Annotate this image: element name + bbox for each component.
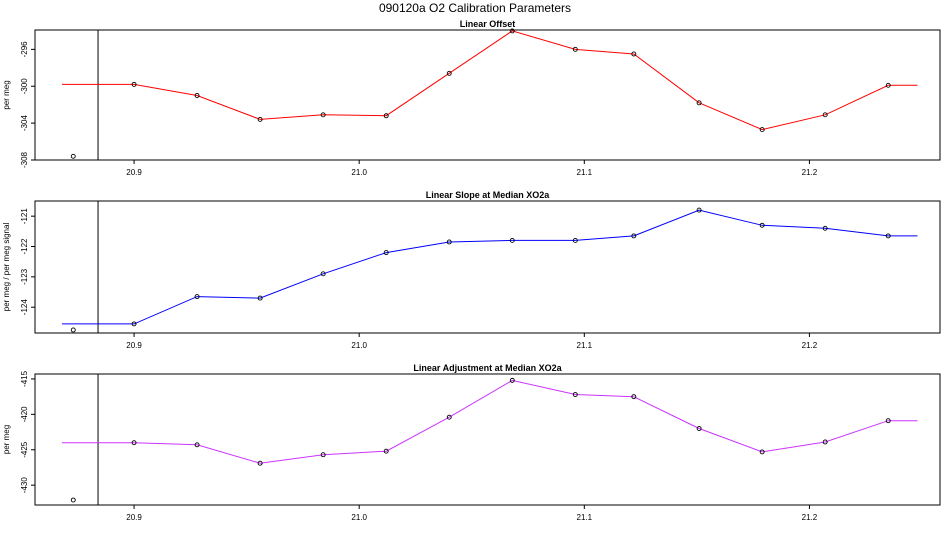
plot-frame bbox=[34, 200, 941, 334]
plot-frame bbox=[34, 29, 941, 161]
y-tick-label: -308 bbox=[20, 151, 29, 168]
data-point bbox=[320, 452, 326, 458]
data-point bbox=[631, 233, 637, 239]
data-point bbox=[509, 377, 515, 383]
data-point bbox=[572, 392, 578, 397]
plot-frame bbox=[34, 373, 941, 506]
x-tick-label: 20.9 bbox=[126, 513, 142, 522]
y-tick-label: -304 bbox=[20, 115, 29, 132]
data-point bbox=[383, 113, 389, 119]
y-tick-label: -415 bbox=[20, 370, 29, 387]
x-tick-label: 20.9 bbox=[126, 341, 142, 350]
y-axis-label: per meg bbox=[2, 425, 11, 454]
data-point bbox=[131, 440, 137, 446]
data-point bbox=[446, 239, 452, 245]
x-tick-label: 21.2 bbox=[802, 168, 818, 177]
data-point bbox=[194, 442, 200, 448]
data-point bbox=[759, 222, 765, 228]
data-point bbox=[631, 394, 637, 400]
data-point bbox=[885, 233, 891, 239]
y-axis-label: per meg bbox=[2, 80, 11, 109]
y-tick-label: -123 bbox=[20, 268, 29, 285]
data-point bbox=[446, 70, 452, 76]
y-tick-label: -300 bbox=[20, 78, 29, 95]
chart-panel-2: Linear Slope at Median XO2a per meg / per… bbox=[2, 190, 941, 350]
outlier-point bbox=[70, 497, 76, 503]
y-tick-label: -296 bbox=[20, 41, 29, 58]
data-point bbox=[759, 127, 765, 133]
outlier-point bbox=[70, 327, 76, 333]
data-point bbox=[759, 449, 765, 455]
panel-title: Linear Adjustment at Median XO2a bbox=[413, 363, 562, 373]
x-tick-label: 21.1 bbox=[577, 513, 593, 522]
y-tick-label: -121 bbox=[20, 208, 29, 225]
data-point bbox=[631, 51, 637, 57]
series-line bbox=[62, 379, 918, 464]
panel-title: Linear Offset bbox=[460, 19, 516, 29]
figure-title: 090120a O2 Calibration Parameters bbox=[379, 1, 571, 15]
outlier-point bbox=[70, 153, 76, 159]
x-tick-label: 21.1 bbox=[577, 168, 593, 177]
data-point bbox=[696, 426, 702, 431]
data-point bbox=[696, 207, 702, 213]
x-tick-label: 21.0 bbox=[351, 341, 367, 350]
data-point bbox=[194, 93, 200, 98]
y-tick-label: -430 bbox=[20, 477, 29, 494]
data-point bbox=[885, 82, 891, 88]
x-tick-label: 21.2 bbox=[802, 341, 818, 350]
data-point bbox=[383, 250, 389, 256]
data-point bbox=[131, 321, 137, 327]
data-point bbox=[822, 225, 828, 231]
chart-panel-1: Linear Offset per meg 20.9 21.0 21.1 21.2 -296… bbox=[2, 19, 941, 177]
y-axis-label: per meg / per meg signal bbox=[2, 223, 11, 312]
data-point bbox=[194, 294, 200, 300]
data-point bbox=[383, 448, 389, 454]
series-line bbox=[62, 30, 918, 131]
data-point bbox=[572, 46, 578, 52]
data-point bbox=[696, 100, 702, 106]
data-point bbox=[885, 418, 891, 424]
data-point bbox=[822, 439, 828, 445]
data-point bbox=[257, 460, 263, 466]
data-point bbox=[257, 295, 263, 301]
data-point bbox=[320, 271, 326, 277]
chart-panel-3: Linear Adjustment at Median XO2a per meg 2… bbox=[2, 363, 941, 522]
x-tick-label: 21.1 bbox=[577, 341, 593, 350]
data-point bbox=[131, 81, 137, 87]
y-tick-label: -420 bbox=[20, 406, 29, 423]
x-tick-label: 21.0 bbox=[351, 513, 367, 522]
series-line bbox=[62, 209, 918, 325]
y-tick-label: -122 bbox=[20, 238, 29, 255]
data-point bbox=[822, 112, 828, 118]
data-point bbox=[572, 237, 578, 243]
data-point bbox=[446, 414, 452, 420]
x-tick-label: 21.0 bbox=[351, 168, 367, 177]
y-tick-label: -124 bbox=[20, 299, 29, 316]
x-tick-label: 21.2 bbox=[802, 513, 818, 522]
x-tick-label: 20.9 bbox=[126, 168, 142, 177]
data-point bbox=[257, 116, 263, 122]
y-tick-label: -425 bbox=[20, 441, 29, 458]
data-point bbox=[320, 112, 326, 118]
data-point bbox=[509, 28, 515, 34]
panel-title: Linear Slope at Median XO2a bbox=[426, 190, 551, 200]
data-point bbox=[509, 237, 515, 243]
